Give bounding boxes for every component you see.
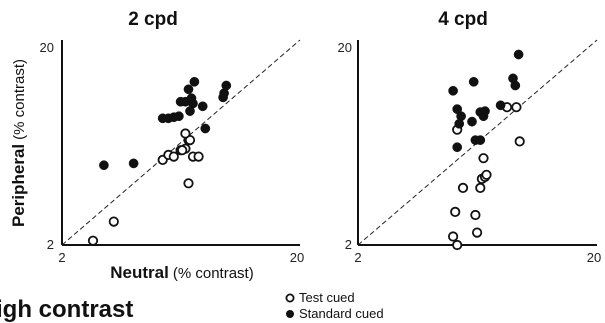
legend-label: Standard cued xyxy=(299,306,384,321)
test-cued-point xyxy=(475,182,486,193)
test-cued-point xyxy=(478,153,489,164)
legend-marker-filled xyxy=(286,310,294,318)
standard-cued-point xyxy=(183,84,194,95)
x-tick-label: 2 xyxy=(354,250,361,265)
data-points xyxy=(447,49,525,251)
standard-cued-point xyxy=(189,76,200,87)
test-cued-point xyxy=(180,128,191,139)
identity-line xyxy=(357,39,598,246)
standard-cued-point xyxy=(197,101,208,112)
standard-cued-point xyxy=(452,142,463,153)
y-tick-label: 2 xyxy=(47,237,54,252)
test-cued-point xyxy=(481,169,492,180)
test-cued-point xyxy=(184,135,196,146)
standard-cued-point xyxy=(219,88,229,99)
test-cued-point xyxy=(511,102,522,113)
data-points xyxy=(87,76,232,246)
test-cued-point xyxy=(177,145,188,156)
panel-4cpd: 4 cpd 20 2 2 20 xyxy=(338,9,602,265)
identity-line xyxy=(61,39,301,246)
partial-heading: igh contrast xyxy=(0,296,133,323)
standard-cued-point xyxy=(174,111,184,122)
standard-cued-point xyxy=(468,76,479,87)
y-tick-label: 20 xyxy=(338,40,352,55)
standard-cued-point xyxy=(508,73,518,84)
test-cued-point xyxy=(87,235,99,246)
standard-cued-point xyxy=(188,98,198,109)
test-cued-point xyxy=(168,151,179,162)
x-axis-label: Neutral (% contrast) xyxy=(110,263,253,282)
standard-cued-point xyxy=(467,116,477,127)
test-cued-point xyxy=(514,136,525,147)
standard-cued-point xyxy=(128,158,139,169)
y-axis-label: Peripheral(% contrast) xyxy=(9,59,28,227)
standard-cued-point xyxy=(513,49,524,60)
test-cued-point xyxy=(447,231,459,242)
legend: Test cued Standard cued xyxy=(285,290,384,321)
test-cued-point xyxy=(470,209,481,221)
legend-label: Test cued xyxy=(299,290,355,305)
test-cued-point xyxy=(450,206,461,217)
y-tick-label: 20 xyxy=(40,40,54,55)
standard-cued-point xyxy=(448,85,458,96)
test-cued-point xyxy=(452,239,463,251)
standard-cued-point xyxy=(456,111,466,122)
standard-cued-point xyxy=(200,123,211,134)
test-cued-point xyxy=(183,178,194,189)
standard-cued-point xyxy=(475,135,486,145)
chart-title: 2 cpd xyxy=(128,9,178,30)
legend-marker-open xyxy=(285,293,295,303)
test-cued-point xyxy=(457,182,469,193)
test-cued-point xyxy=(471,227,483,238)
test-cued-point xyxy=(108,216,119,227)
x-tick-label: 20 xyxy=(587,250,601,265)
y-tick-label: 2 xyxy=(345,237,352,252)
x-tick-label: 2 xyxy=(58,250,65,265)
panel-2cpd: 2 cpd 20 2 2 20 Neutral (% contrast) Peri… xyxy=(9,9,304,282)
test-cued-point xyxy=(193,151,204,162)
standard-cued-point xyxy=(99,160,109,171)
chart-title: 4 cpd xyxy=(438,9,488,30)
standard-cued-point xyxy=(480,106,490,116)
standard-cued-point xyxy=(495,100,506,111)
x-tick-label: 20 xyxy=(290,250,304,265)
